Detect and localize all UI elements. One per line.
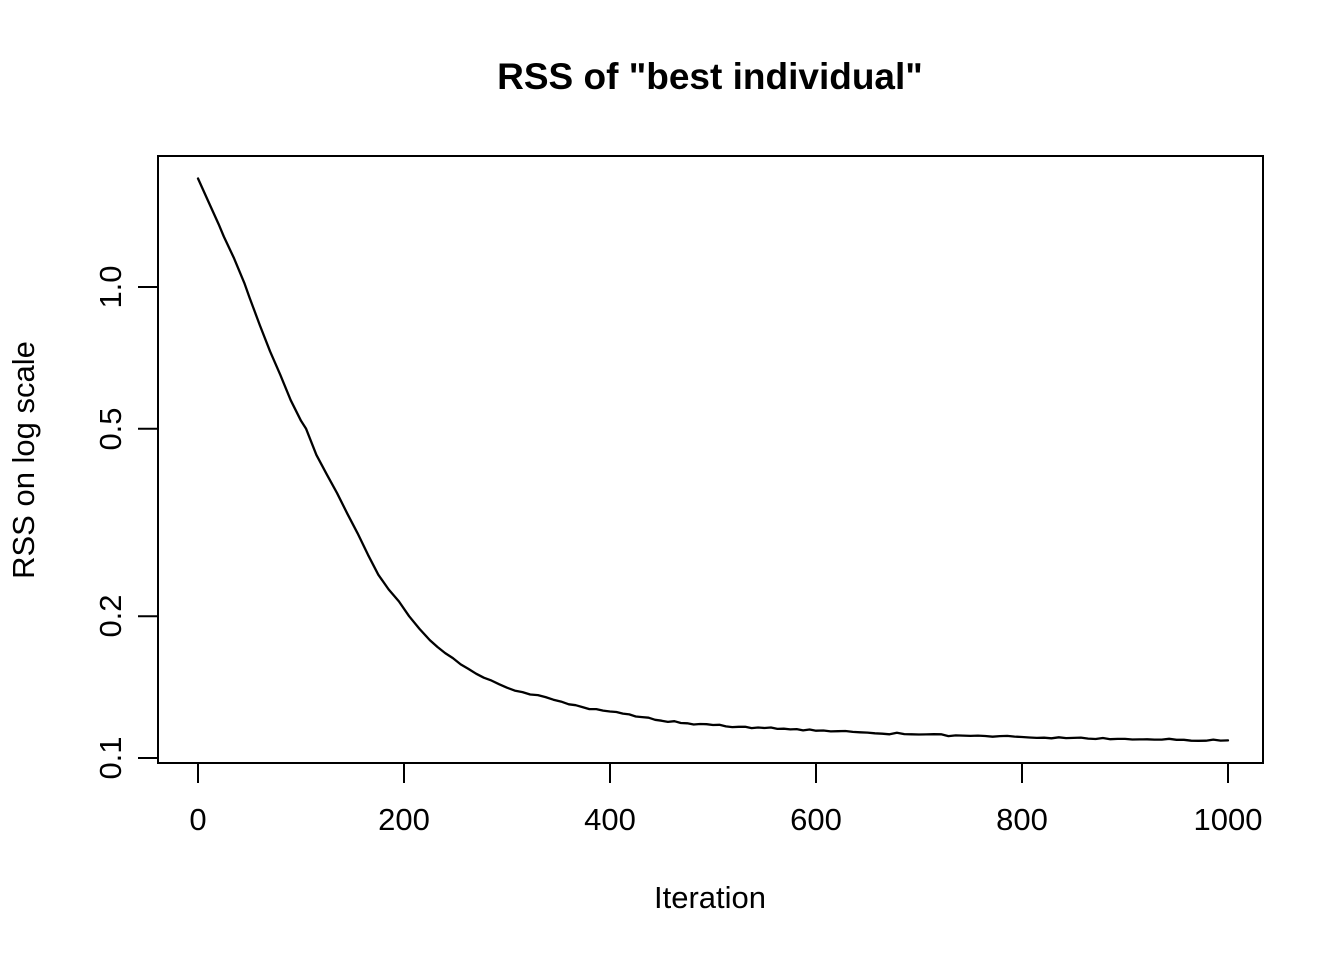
x-tick-label: 0 [189, 802, 207, 837]
chart-title: RSS of "best individual" [497, 56, 923, 97]
x-tick-label: 400 [584, 802, 636, 837]
rss-line-series [196, 177, 1230, 742]
x-axis-ticks [197, 763, 1229, 783]
y-tick-label: 0.1 [93, 736, 128, 780]
x-tick-label: 200 [378, 802, 430, 837]
y-tick-label: 1.0 [93, 265, 128, 309]
plot-box-border [157, 155, 1264, 764]
y-axis-title: RSS on log scale [6, 341, 41, 579]
y-axis-ticks [138, 286, 158, 759]
x-axis-title: Iteration [653, 880, 767, 915]
y-tick-label: 0.2 [93, 594, 128, 638]
x-tick-label: 1000 [1193, 802, 1263, 837]
x-tick-label: 800 [996, 802, 1048, 837]
y-tick-label: 0.5 [93, 407, 128, 451]
x-tick-label: 600 [790, 802, 842, 837]
